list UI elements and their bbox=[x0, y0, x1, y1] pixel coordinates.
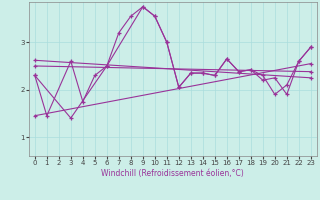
X-axis label: Windchill (Refroidissement éolien,°C): Windchill (Refroidissement éolien,°C) bbox=[101, 169, 244, 178]
